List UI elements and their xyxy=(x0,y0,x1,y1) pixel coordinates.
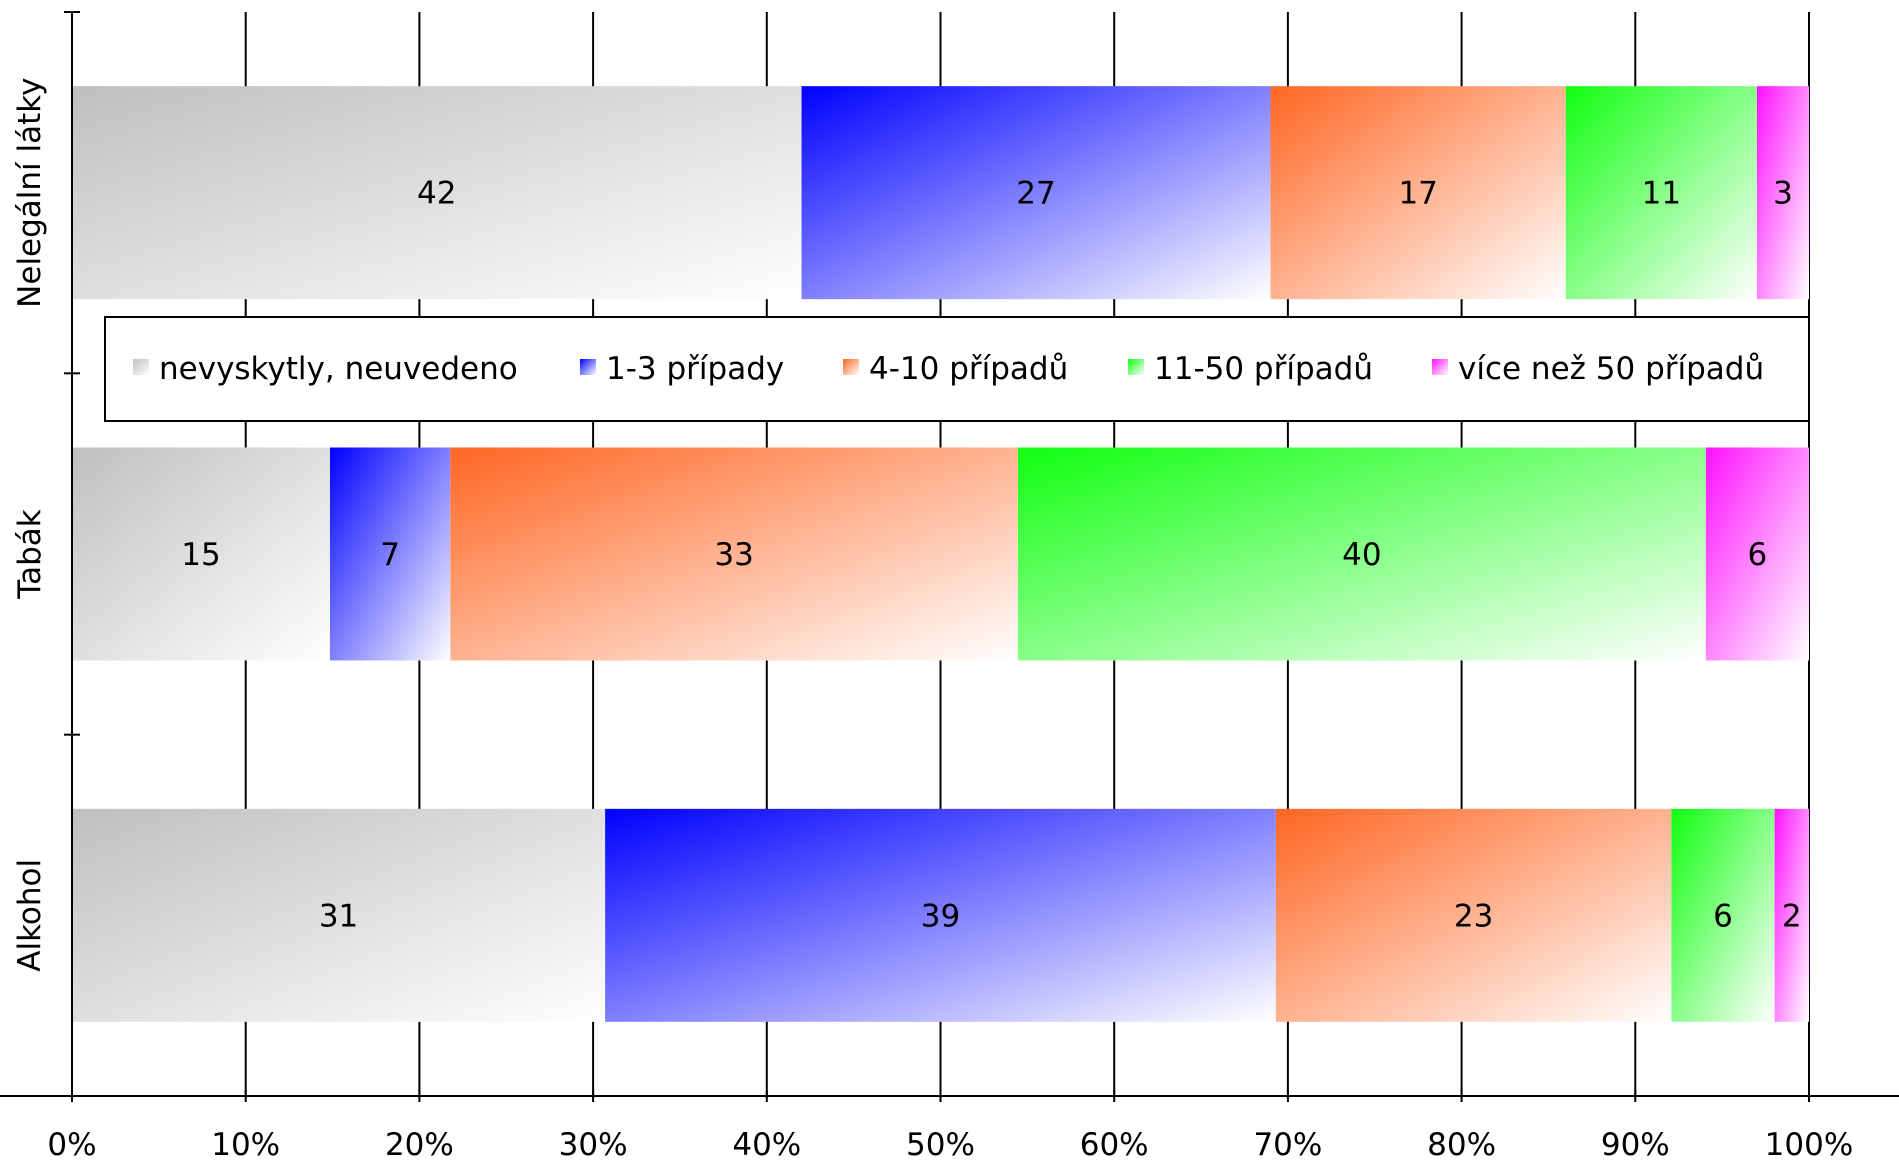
bar-segment xyxy=(801,86,1271,300)
data-label: 40 xyxy=(1342,537,1381,573)
bar-segment xyxy=(72,808,606,1022)
legend-swatch xyxy=(843,359,859,375)
data-label: 6 xyxy=(1748,537,1768,573)
bar-segment xyxy=(605,808,1276,1022)
data-label: 33 xyxy=(714,537,753,573)
data-label: 6 xyxy=(1713,898,1733,934)
data-label: 17 xyxy=(1398,176,1437,212)
legend-label: více než 50 případů xyxy=(1458,351,1764,387)
bar-segment xyxy=(450,447,1018,661)
legend: nevyskytly, neuvedeno 1-3 případy 4-10 pří… xyxy=(104,316,1810,422)
bar-segment xyxy=(72,447,330,661)
x-tick-label: 80% xyxy=(1427,1127,1496,1160)
bar-segment xyxy=(1774,808,1809,1022)
data-label: 3 xyxy=(1773,176,1793,212)
legend-swatch xyxy=(1128,359,1144,375)
axes: 0% 10% 20% 30% 40% 50% 60% 70% 80% 90% 100% Nelegál… xyxy=(0,11,1899,1160)
legend-swatch xyxy=(1432,359,1448,375)
legend-swatch xyxy=(133,359,149,375)
x-tick-label: 40% xyxy=(732,1127,801,1160)
data-label: 7 xyxy=(380,537,400,573)
x-tick-label: 50% xyxy=(906,1127,975,1160)
x-tick-label: 30% xyxy=(559,1127,628,1160)
data-label: 31 xyxy=(319,898,358,934)
data-labels: 42 27 17 11 3 15 7 33 40 6 31 39 23 6 2 xyxy=(181,176,1801,935)
category-label: Tabák xyxy=(12,509,48,599)
bar-segment xyxy=(1017,447,1706,661)
x-tick-label: 60% xyxy=(1080,1127,1149,1160)
legend-label: nevyskytly, neuvedeno xyxy=(159,351,518,387)
legend-box xyxy=(104,316,1810,422)
category-label: Alkohol xyxy=(12,859,48,972)
legend-label: 11-50 případů xyxy=(1154,351,1373,387)
bar-segment xyxy=(1705,447,1809,661)
data-label: 11 xyxy=(1642,176,1681,212)
data-label: 2 xyxy=(1782,898,1802,934)
data-label: 42 xyxy=(417,176,456,212)
x-tick-label: 0% xyxy=(47,1127,96,1160)
data-label: 15 xyxy=(181,537,220,573)
bar-segment xyxy=(1275,808,1672,1022)
x-tick-label: 70% xyxy=(1253,1127,1322,1160)
data-label: 23 xyxy=(1454,898,1493,934)
x-tick-label: 10% xyxy=(211,1127,280,1160)
bar-segment xyxy=(1270,86,1566,300)
bar-segment xyxy=(1565,86,1757,300)
bar-segment xyxy=(72,86,802,300)
category-label: Nelegální látky xyxy=(12,78,48,308)
legend-label: 1-3 případy xyxy=(606,351,784,387)
x-tick-label: 100% xyxy=(1765,1127,1854,1160)
bars xyxy=(72,86,1809,1022)
data-label: 27 xyxy=(1016,176,1055,212)
x-tick-label: 90% xyxy=(1601,1127,1670,1160)
data-label: 39 xyxy=(921,898,960,934)
legend-swatch xyxy=(580,359,596,375)
bar-segment xyxy=(1671,808,1775,1022)
x-tick-label: 20% xyxy=(385,1127,454,1160)
bar-segment xyxy=(329,447,451,661)
bar-segment xyxy=(1756,86,1809,300)
legend-label: 4-10 případů xyxy=(869,351,1068,387)
